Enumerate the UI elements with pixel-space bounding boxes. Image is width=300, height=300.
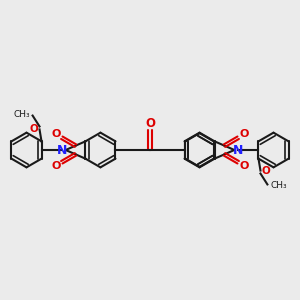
Text: O: O [239,161,249,171]
Text: O: O [145,117,155,130]
Text: CH₃: CH₃ [13,110,30,119]
Text: CH₃: CH₃ [270,181,287,190]
Text: O: O [239,129,249,139]
Text: N: N [56,143,67,157]
Text: O: O [30,124,38,134]
Text: O: O [51,129,61,139]
Text: O: O [51,161,61,171]
Text: N: N [233,143,244,157]
Text: O: O [262,166,270,176]
